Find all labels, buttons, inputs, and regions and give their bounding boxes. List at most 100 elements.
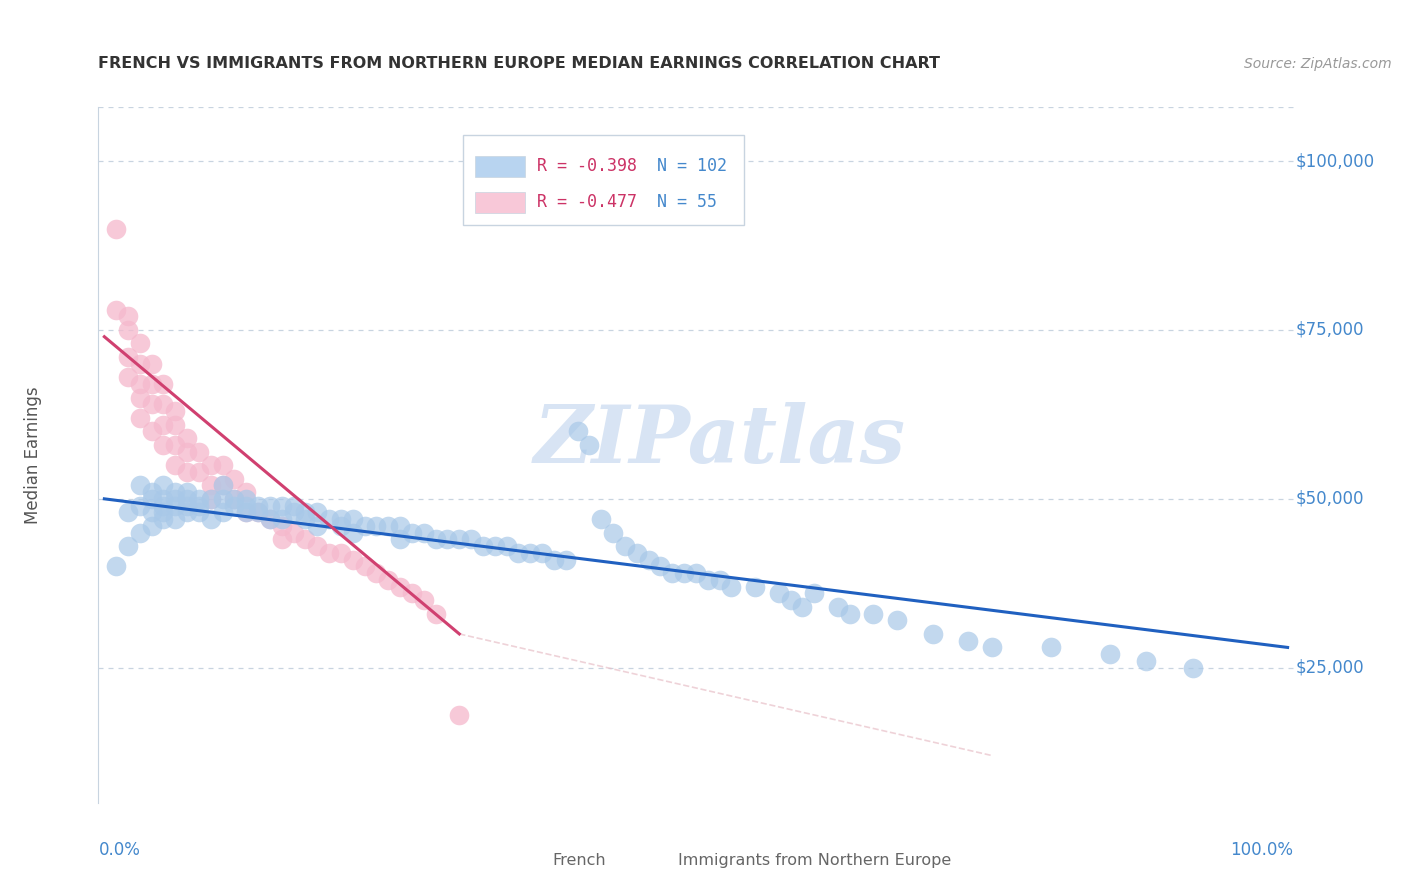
Point [176,499,198,513]
Point [188,505,211,519]
Text: Median Earnings: Median Earnings [24,386,42,524]
Point [614,539,637,553]
Point [176,465,198,479]
Point [176,505,198,519]
Point [389,580,412,594]
Point [1039,640,1062,655]
Point [188,491,211,506]
Point [318,546,340,560]
Point [377,519,399,533]
Point [980,640,1002,655]
Text: R = -0.477: R = -0.477 [537,194,637,211]
Point [152,505,174,519]
Point [235,505,257,519]
Point [152,512,174,526]
Text: 0.0%: 0.0% [98,841,141,859]
Point [152,438,174,452]
Point [412,525,434,540]
Point [330,546,353,560]
FancyBboxPatch shape [647,854,673,869]
Text: $75,000: $75,000 [1296,321,1364,339]
Point [531,546,554,560]
Point [543,552,565,566]
Point [330,519,353,533]
Point [117,505,139,519]
Point [259,512,281,526]
Point [838,607,860,621]
Point [247,505,270,519]
Point [449,533,471,547]
Point [283,499,305,513]
Point [283,525,305,540]
Text: $100,000: $100,000 [1296,152,1375,170]
Point [637,552,659,566]
Point [128,391,150,405]
Point [270,512,292,526]
Point [294,533,316,547]
Point [200,512,222,526]
Point [554,552,576,566]
Point [425,607,447,621]
Point [827,599,849,614]
Point [165,417,187,432]
Point [141,485,163,500]
Point [176,444,198,458]
Point [211,491,233,506]
Point [105,302,128,317]
Point [270,499,292,513]
Point [484,539,506,553]
Point [152,376,174,391]
Point [460,533,482,547]
Point [188,465,211,479]
Point [176,431,198,445]
Point [377,573,399,587]
Point [294,505,316,519]
Text: R = -0.398: R = -0.398 [537,157,637,175]
Point [401,586,423,600]
Point [472,539,495,553]
Point [259,499,281,513]
Point [128,336,150,351]
FancyBboxPatch shape [475,156,524,177]
Point [307,519,329,533]
Text: N = 102: N = 102 [657,157,727,175]
Point [235,505,257,519]
Point [779,593,801,607]
Point [165,491,187,506]
Point [152,499,174,513]
Point [165,512,187,526]
Point [366,566,388,581]
Point [128,357,150,371]
Point [425,533,447,547]
Point [224,499,246,513]
Point [602,525,624,540]
Point [709,573,731,587]
Point [626,546,648,560]
Point [211,505,233,519]
Text: FRENCH VS IMMIGRANTS FROM NORTHERN EUROPE MEDIAN EARNINGS CORRELATION CHART: FRENCH VS IMMIGRANTS FROM NORTHERN EUROP… [98,56,941,71]
Point [353,559,375,574]
Point [449,708,471,723]
Point [141,357,163,371]
Point [247,505,270,519]
Point [128,376,150,391]
Point [259,512,281,526]
Point [200,491,222,506]
Point [165,438,187,452]
Point [661,566,683,581]
Point [165,485,187,500]
Point [235,485,257,500]
Point [744,580,766,594]
Point [105,221,128,235]
Point [176,491,198,506]
Point [235,491,257,506]
Point [165,404,187,418]
Point [224,472,246,486]
Point [188,444,211,458]
Point [720,580,742,594]
Point [224,491,246,506]
Point [224,491,246,506]
Point [235,499,257,513]
FancyBboxPatch shape [475,192,524,213]
Point [768,586,790,600]
